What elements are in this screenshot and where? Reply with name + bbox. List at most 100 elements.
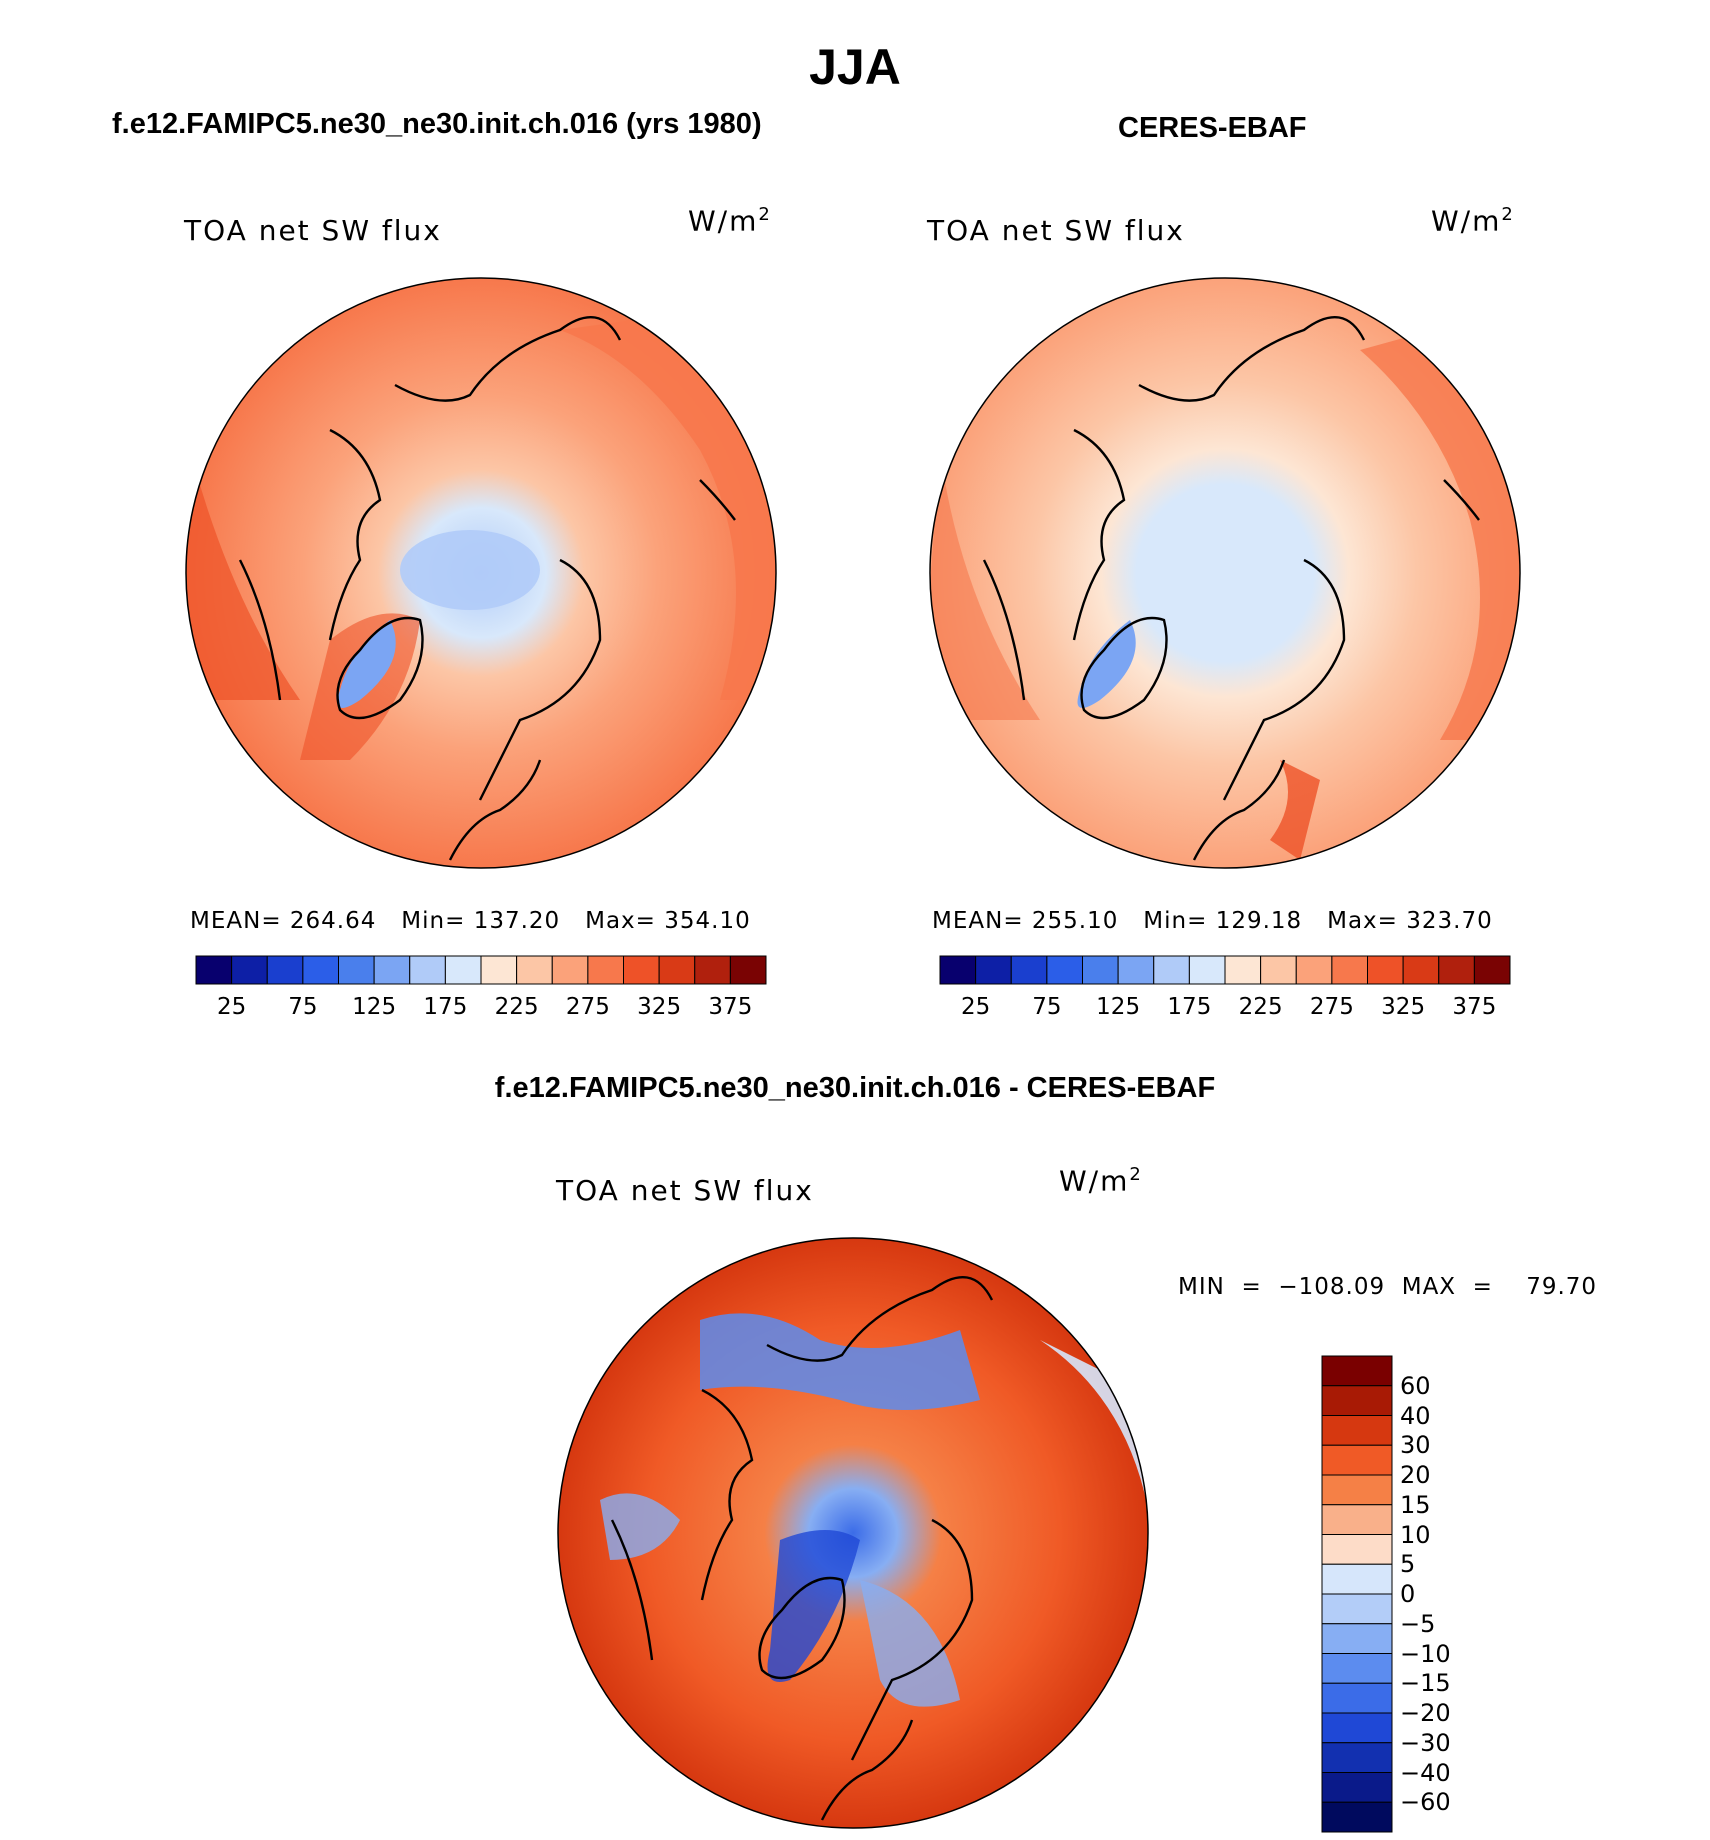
colorbar-swatch <box>480 955 518 985</box>
colorbar-swatch <box>551 955 589 985</box>
colorbar-tick-label: −5 <box>1400 1609 1436 1638</box>
colorbar-swatch <box>1321 1623 1393 1654</box>
right-variable-label: TOA net SW flux <box>927 214 1185 247</box>
colorbar-swatch <box>587 955 624 985</box>
colorbar-swatch <box>1402 955 1440 985</box>
right-polar-map <box>929 277 1521 869</box>
colorbar-swatch <box>1321 1474 1393 1506</box>
colorbar-swatch <box>1321 1742 1393 1773</box>
colorbar-tick-label: −10 <box>1400 1639 1451 1668</box>
colorbar-tick-label: 15 <box>1400 1490 1431 1519</box>
colorbar-tick-label: 325 <box>1381 994 1426 1020</box>
colorbar-tick-label: 375 <box>1452 994 1497 1020</box>
diff-stats: MIN = −108.09 MAX = 79.70 <box>1178 1274 1598 1300</box>
colorbar-swatch <box>1321 1593 1393 1625</box>
diff-map-border <box>557 1237 1149 1829</box>
colorbar-tick-label: 25 <box>960 994 991 1020</box>
colorbar-swatch <box>516 955 553 985</box>
right-units-label: W/m2 <box>1431 204 1515 238</box>
colorbar-swatch <box>1321 1712 1393 1744</box>
colorbar-tick-label: 375 <box>708 994 753 1020</box>
diff-variable-label: TOA net SW flux <box>556 1174 814 1207</box>
colorbar-swatch <box>1321 1563 1393 1595</box>
colorbar-swatch <box>1321 1444 1393 1476</box>
colorbar-tick-label: 275 <box>565 994 610 1020</box>
colorbar-swatch <box>1321 1355 1393 1387</box>
main-title: JJA <box>809 39 901 95</box>
colorbar-swatch <box>729 955 767 985</box>
right-panel-title: CERES-EBAF <box>1118 112 1307 144</box>
right-map-border <box>929 277 1521 869</box>
colorbar-swatch <box>1117 955 1155 985</box>
colorbar-swatch <box>1321 1653 1393 1684</box>
colorbar-tick-label: 75 <box>1032 994 1062 1020</box>
colorbar-swatch <box>1473 955 1511 985</box>
left-panel-title: f.e12.FAMIPC5.ne30_ne30.init.ch.016 (yrs… <box>112 108 762 140</box>
colorbar-swatch <box>1295 955 1333 985</box>
colorbar-tick-label: −20 <box>1400 1699 1451 1727</box>
colorbar-tick-label: 75 <box>288 994 318 1020</box>
colorbar-tick-label: 5 <box>1400 1550 1416 1579</box>
left-colorbar <box>195 955 767 985</box>
colorbar-swatch <box>658 955 696 985</box>
left-greenland-field <box>337 620 396 708</box>
colorbar-swatch <box>231 955 268 985</box>
colorbar-swatch <box>1367 955 1404 985</box>
colorbar-swatch <box>623 955 660 985</box>
colorbar-tick-label: −15 <box>1400 1669 1451 1698</box>
colorbar-swatch <box>373 955 411 985</box>
colorbar-tick-label: 30 <box>1400 1431 1431 1460</box>
left-stats: MEAN= 264.64 Min= 137.20 Max= 354.10 <box>190 908 751 934</box>
colorbar-tick-label: −60 <box>1400 1788 1451 1817</box>
colorbar-tick-label: −30 <box>1400 1728 1451 1757</box>
colorbar-swatch <box>1224 955 1262 985</box>
colorbar-swatch <box>266 955 304 985</box>
right-greenland-field <box>1077 620 1136 708</box>
colorbar-swatch <box>444 955 482 985</box>
colorbar-tick-label: 60 <box>1400 1371 1431 1400</box>
colorbar-tick-label: 225 <box>494 994 539 1020</box>
colorbar-tick-label: 125 <box>1096 994 1141 1020</box>
colorbar-swatch <box>975 955 1012 985</box>
colorbar-swatch <box>1321 1772 1393 1803</box>
colorbar-swatch <box>1438 955 1475 985</box>
colorbar-tick-label: 20 <box>1400 1461 1431 1489</box>
colorbar-tick-label: −40 <box>1400 1758 1451 1787</box>
colorbar-swatch <box>1082 955 1119 985</box>
colorbar-swatch <box>1321 1801 1393 1833</box>
colorbar-swatch <box>195 955 233 985</box>
colorbar-swatch <box>338 955 375 985</box>
colorbar-tick-label: 175 <box>1167 994 1212 1020</box>
colorbar-tick-label: 325 <box>637 994 682 1020</box>
colorbar-swatch <box>1010 955 1048 985</box>
colorbar-tick-label: 40 <box>1400 1401 1431 1430</box>
diff-colorbar <box>1321 1355 1393 1833</box>
colorbar-tick-label: 175 <box>423 994 468 1020</box>
left-variable-label: TOA net SW flux <box>184 214 442 247</box>
colorbar-swatch <box>1321 1385 1393 1416</box>
diff-polar-map <box>557 1237 1149 1829</box>
colorbar-swatch <box>1046 955 1083 985</box>
colorbar-swatch <box>1321 1534 1393 1565</box>
colorbar-swatch <box>1260 955 1297 985</box>
colorbar-swatch <box>939 955 977 985</box>
left-polar-map <box>185 277 777 869</box>
colorbar-swatch <box>1331 955 1368 985</box>
colorbar-swatch <box>1321 1415 1393 1446</box>
left-units-label: W/m2 <box>688 204 772 238</box>
colorbar-tick-label: 25 <box>216 994 247 1020</box>
colorbar-swatch <box>302 955 339 985</box>
colorbar-swatch <box>694 955 731 985</box>
colorbar-tick-label: 125 <box>352 994 397 1020</box>
right-colorbar <box>939 955 1511 985</box>
colorbar-swatch <box>1153 955 1190 985</box>
colorbar-swatch <box>1188 955 1226 985</box>
right-map-field <box>930 278 1520 868</box>
diff-panel-title: f.e12.FAMIPC5.ne30_ne30.init.ch.016 - CE… <box>494 1072 1216 1104</box>
left-map-border <box>185 277 777 869</box>
colorbar-tick-label: 10 <box>1400 1520 1431 1549</box>
colorbar-tick-label: 275 <box>1309 994 1354 1020</box>
colorbar-swatch <box>409 955 446 985</box>
colorbar-swatch <box>1321 1504 1393 1535</box>
colorbar-tick-label: 225 <box>1238 994 1283 1020</box>
